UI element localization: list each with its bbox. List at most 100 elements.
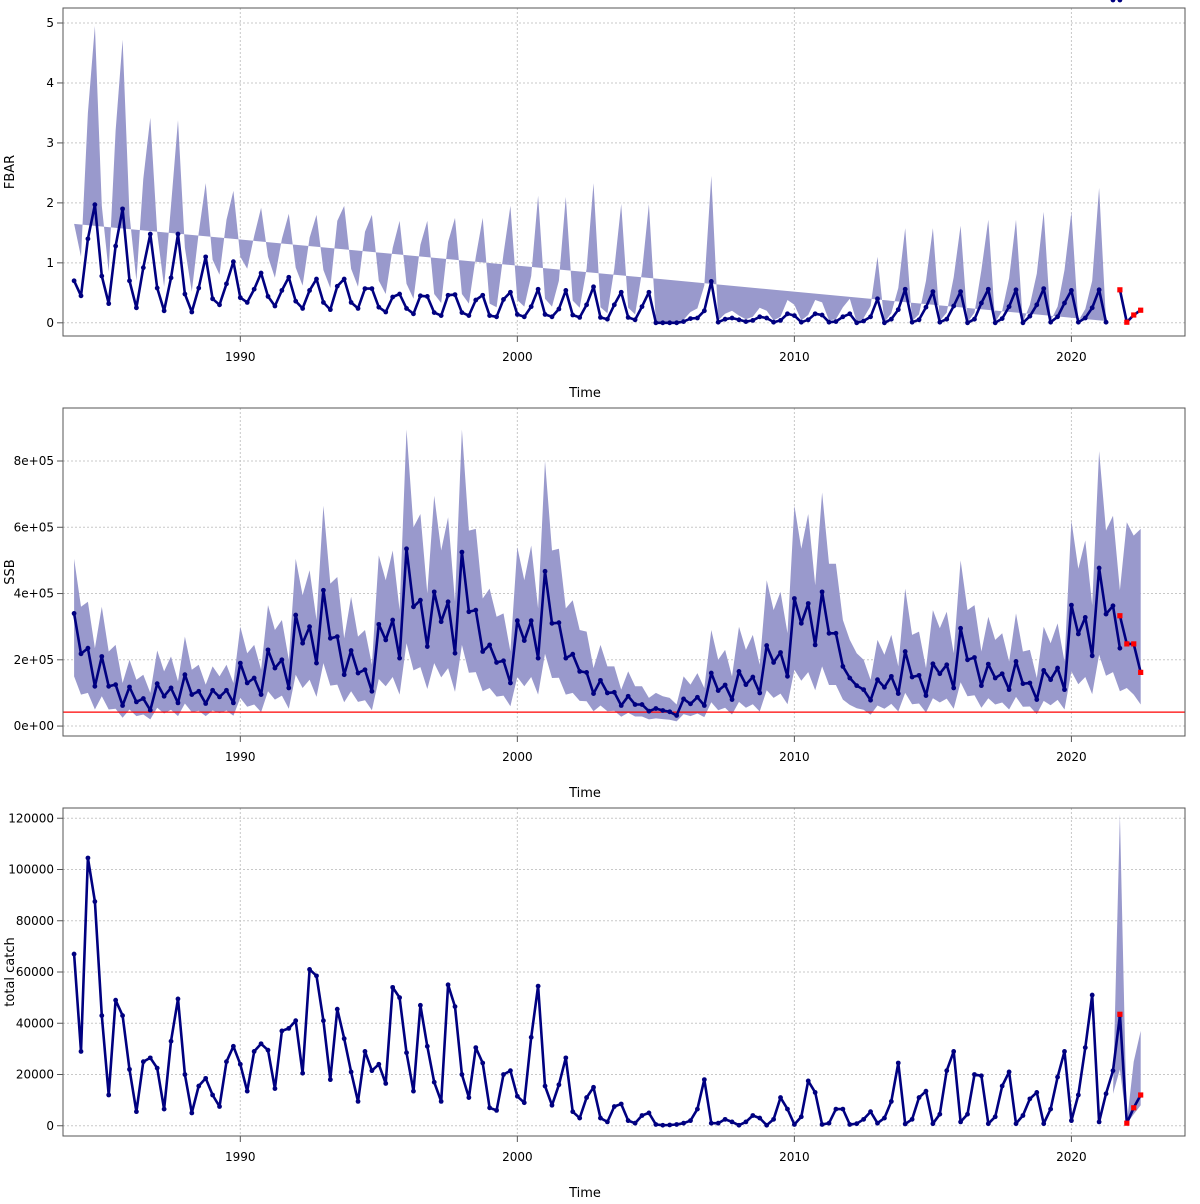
plot-frame	[62, 7, 1186, 337]
estimate-point	[480, 1060, 486, 1066]
estimate-point	[182, 1072, 188, 1077]
estimate-point	[307, 288, 312, 293]
estimate-point	[902, 649, 908, 654]
estimate-point	[965, 657, 970, 663]
estimate-point	[293, 612, 299, 618]
estimate-point	[120, 703, 125, 708]
estimate-point	[196, 688, 202, 694]
estimate-point	[168, 275, 174, 281]
estimate-point	[134, 305, 139, 311]
estimate-point	[1117, 0, 1123, 3]
estimate-point	[785, 1106, 790, 1112]
forecast-point	[1124, 319, 1130, 325]
estimate-point	[265, 294, 271, 299]
estimate-point	[681, 1120, 686, 1126]
estimate-point	[916, 317, 922, 323]
estimate-point	[556, 1082, 562, 1088]
estimate-point	[217, 694, 222, 700]
estimate-point	[985, 1121, 991, 1127]
estimate-point	[224, 1059, 229, 1065]
estimate-point	[992, 1114, 998, 1120]
estimate-point	[542, 568, 548, 574]
estimate-point	[514, 1093, 520, 1099]
estimate-point	[625, 315, 631, 320]
estimate-point	[341, 276, 347, 282]
forecast-line	[1118, 615, 1142, 673]
estimate-point	[791, 313, 797, 319]
estimate-point	[1034, 697, 1040, 702]
estimate-point	[383, 1081, 389, 1086]
forecast-point	[1124, 641, 1130, 647]
forecast-point	[1117, 287, 1123, 293]
estimate-point	[508, 680, 513, 686]
estimate-point	[307, 624, 312, 630]
estimate-point	[985, 286, 991, 292]
forecast-point	[1138, 1092, 1144, 1098]
estimate-point	[570, 651, 576, 657]
estimate-point	[452, 650, 458, 656]
estimate-point	[348, 1069, 354, 1075]
chart-panel-3: 1990 2000 2010 2020 0 20000 40000 60000 80000 100…	[3, 807, 1186, 1201]
estimate-point	[1034, 1090, 1040, 1095]
estimate-point	[771, 1116, 776, 1122]
estimate-point	[674, 1122, 680, 1127]
x-tick-label: 2020	[1056, 1150, 1087, 1164]
estimate-point	[1103, 611, 1109, 617]
x-axis-title: Time	[568, 386, 601, 401]
estimate-point	[847, 311, 853, 317]
estimate-point	[514, 618, 520, 624]
estimate-point	[681, 696, 686, 702]
estimate-point	[175, 996, 181, 1002]
estimate-point	[424, 294, 430, 299]
forecast-point	[1117, 1011, 1123, 1017]
estimate-point	[161, 693, 167, 699]
estimate-point	[1096, 1119, 1102, 1125]
estimate-point	[300, 306, 306, 311]
estimate-point	[909, 1116, 915, 1122]
estimate-point	[1062, 687, 1067, 693]
estimate-point	[1055, 665, 1060, 671]
estimate-point	[113, 682, 119, 688]
estimate-point	[147, 231, 153, 237]
x-tick-label: 1990	[225, 750, 256, 764]
estimate-point	[667, 320, 673, 326]
estimate-point	[743, 682, 749, 688]
estimate-point	[937, 671, 943, 677]
y-tick-label: 40000	[16, 1016, 54, 1030]
estimate-point	[369, 286, 375, 292]
estimate-point	[265, 647, 271, 653]
estimate-point	[923, 304, 929, 310]
estimate-point	[937, 319, 943, 325]
estimate-point	[771, 319, 776, 325]
estimate-point	[1082, 614, 1088, 620]
confidence-band	[74, 26, 1107, 323]
estimate-point	[1013, 1121, 1019, 1127]
estimate-point	[563, 1055, 569, 1061]
estimate-point	[452, 292, 458, 298]
estimate-point	[237, 295, 243, 301]
estimate-point	[937, 1111, 943, 1117]
estimate-point	[528, 618, 534, 624]
estimate-point	[1096, 287, 1102, 293]
estimate-point	[632, 317, 638, 323]
estimate-point	[868, 697, 873, 703]
estimate-point	[1027, 680, 1033, 686]
estimate-point	[78, 651, 84, 657]
estimate-point	[272, 665, 278, 671]
estimate-point	[113, 243, 119, 249]
estimate-point	[210, 1092, 216, 1098]
estimate-point	[722, 682, 728, 688]
estimate-point	[1069, 602, 1074, 608]
estimate-point	[736, 317, 742, 323]
estimate-point	[362, 286, 368, 292]
estimate-point	[390, 617, 396, 623]
estimate-point	[570, 312, 576, 318]
estimate-point	[847, 1122, 853, 1127]
estimate-point	[134, 699, 139, 705]
estimate-point	[854, 1121, 860, 1127]
estimate-point	[750, 1113, 756, 1118]
estimate-point	[327, 1077, 333, 1083]
estimate-point	[113, 997, 119, 1003]
estimate-point	[584, 302, 589, 308]
y-tick-label: 8e+05	[14, 454, 54, 468]
